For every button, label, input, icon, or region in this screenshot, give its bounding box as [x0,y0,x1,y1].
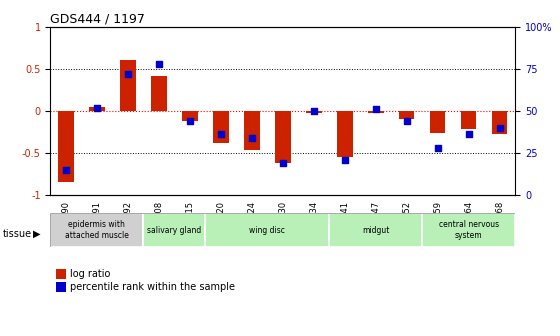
Bar [50,213,143,247]
Point [495,125,504,130]
Bar [368,111,384,113]
Bar [143,213,206,247]
Text: log ratio: log ratio [70,269,110,279]
Bar [337,111,353,157]
Bar [422,213,515,247]
Text: ▶: ▶ [32,228,40,239]
Bar [151,76,167,111]
Text: central nervous
system: central nervous system [438,220,499,240]
Bar [306,111,321,113]
Text: GDS444 / 1197: GDS444 / 1197 [50,13,145,26]
Bar [58,111,73,182]
Point [371,107,380,112]
Bar [430,111,445,133]
Point [216,132,225,137]
Point [123,71,132,77]
Bar [206,213,329,247]
Bar [120,60,136,111]
Bar [329,213,422,247]
Bar [399,111,414,119]
Bar [275,111,291,163]
Text: epidermis with
attached muscle: epidermis with attached muscle [65,220,129,240]
Point [155,61,164,67]
Text: salivary gland: salivary gland [147,226,202,235]
Bar [182,111,198,121]
Bar [213,111,228,143]
Bar [89,107,105,111]
Bar [492,111,507,134]
Point [62,167,71,172]
Bar [244,111,259,150]
Point [92,105,101,110]
Text: wing disc: wing disc [249,226,285,235]
Text: midgut: midgut [362,226,389,235]
Point [340,157,349,162]
Point [278,160,287,166]
Point [464,132,473,137]
Point [433,145,442,151]
Bar [461,111,477,129]
Point [309,108,318,114]
Point [248,135,256,140]
Text: percentile rank within the sample: percentile rank within the sample [70,282,235,292]
Point [402,118,411,124]
Text: tissue: tissue [3,228,32,239]
Point [185,118,194,124]
